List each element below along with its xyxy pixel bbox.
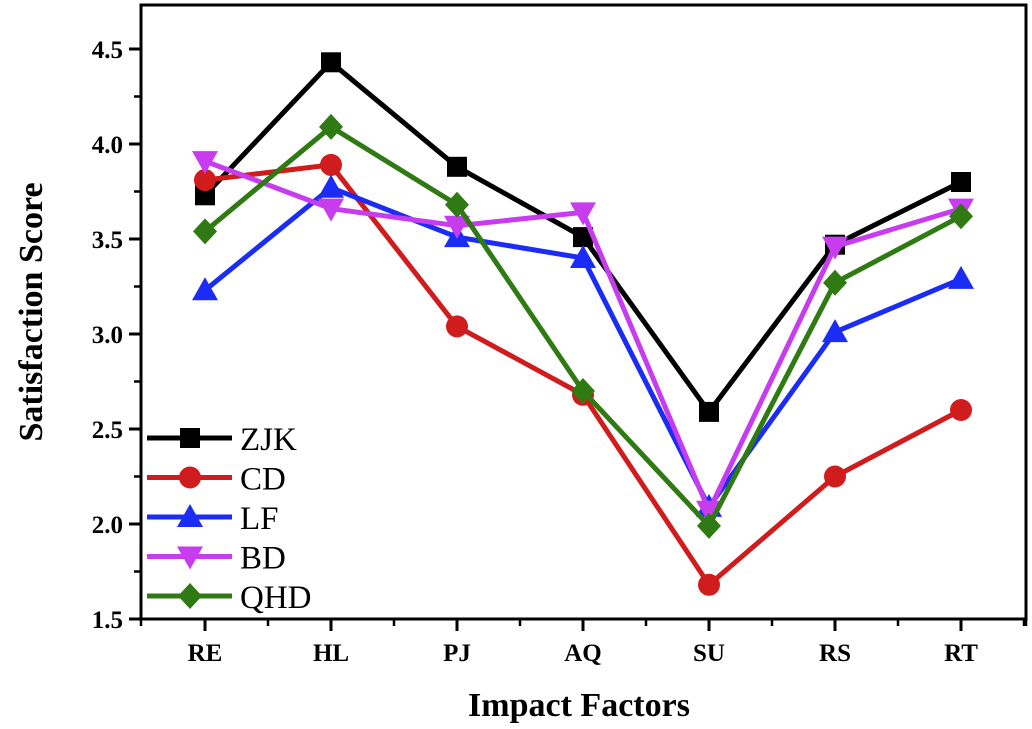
data-point-bd [192, 151, 218, 175]
data-point-bd [444, 215, 470, 239]
data-point-zjk [951, 172, 971, 192]
legend-item-qhd: QHD [147, 580, 312, 616]
x-tick-label: RS [819, 640, 851, 667]
x-tick-label: RT [944, 640, 978, 667]
y-tick-label: 2.5 [92, 417, 123, 444]
data-point-qhd [319, 113, 343, 140]
data-point-cd [446, 315, 468, 338]
legend-marker [177, 546, 203, 570]
data-point-qhd [949, 203, 973, 230]
legend-item-bd: BD [147, 541, 286, 577]
legend-marker [177, 504, 203, 527]
data-point-lf [570, 245, 596, 268]
legend-label: ZJK [240, 422, 297, 458]
legend-marker [179, 466, 201, 489]
y-tick-label: 2.0 [92, 512, 123, 539]
y-axis: 1.5 2.0 2.5 3.0 3.5 4.0 4.5 [92, 37, 141, 634]
legend-item-cd: CD [147, 462, 286, 498]
data-point-zjk [573, 227, 593, 248]
data-point-lf [822, 319, 848, 343]
legend-label: BD [240, 541, 286, 577]
y-tick-label: 3.5 [92, 227, 123, 254]
y-tick-label: 4.5 [92, 37, 123, 64]
data-point-lf [318, 174, 344, 198]
y-tick-label: 1.5 [92, 607, 123, 634]
series-zjk [195, 52, 971, 422]
data-point-bd [822, 236, 848, 260]
legend-label: QHD [240, 580, 312, 616]
y-tick-label: 3.0 [92, 322, 123, 349]
x-axis: RE HL PJ AQ SU RS RT [139, 619, 1028, 667]
data-point-lf [948, 265, 974, 289]
data-point-cd [950, 399, 972, 421]
legend-label: LF [240, 501, 279, 537]
data-point-cd [320, 153, 342, 176]
x-tick-label: RE [188, 640, 223, 667]
data-point-qhd [445, 191, 469, 218]
data-point-zjk [321, 52, 341, 73]
data-point-bd [570, 202, 596, 226]
data-point-qhd [571, 378, 595, 404]
data-point-qhd [697, 512, 721, 539]
data-point-cd [824, 465, 846, 488]
series-layer [192, 52, 974, 596]
legend-label: CD [240, 462, 286, 498]
series-qhd [193, 113, 973, 539]
data-point-zjk [699, 401, 719, 422]
y-tick-label: 4.0 [92, 132, 123, 159]
x-tick-label: AQ [564, 640, 602, 667]
legend-marker [180, 428, 200, 448]
legend-marker [178, 583, 202, 609]
x-tick-label: HL [313, 640, 349, 667]
legend-item-zjk: ZJK [147, 422, 297, 458]
data-point-bd [696, 500, 722, 524]
x-tick-label: SU [693, 640, 725, 667]
data-point-zjk [447, 156, 467, 177]
data-point-bd [318, 198, 344, 222]
data-point-cd [194, 169, 216, 192]
data-point-qhd [193, 218, 217, 245]
data-point-lf [192, 277, 218, 301]
x-tick-label: PJ [443, 640, 471, 667]
data-point-zjk [195, 185, 215, 206]
legend-item-lf: LF [147, 501, 279, 537]
data-point-cd [698, 573, 720, 596]
y-axis-title: Satisfaction Score [13, 182, 50, 441]
data-point-qhd [823, 269, 847, 296]
x-axis-title: Impact Factors [468, 687, 690, 724]
